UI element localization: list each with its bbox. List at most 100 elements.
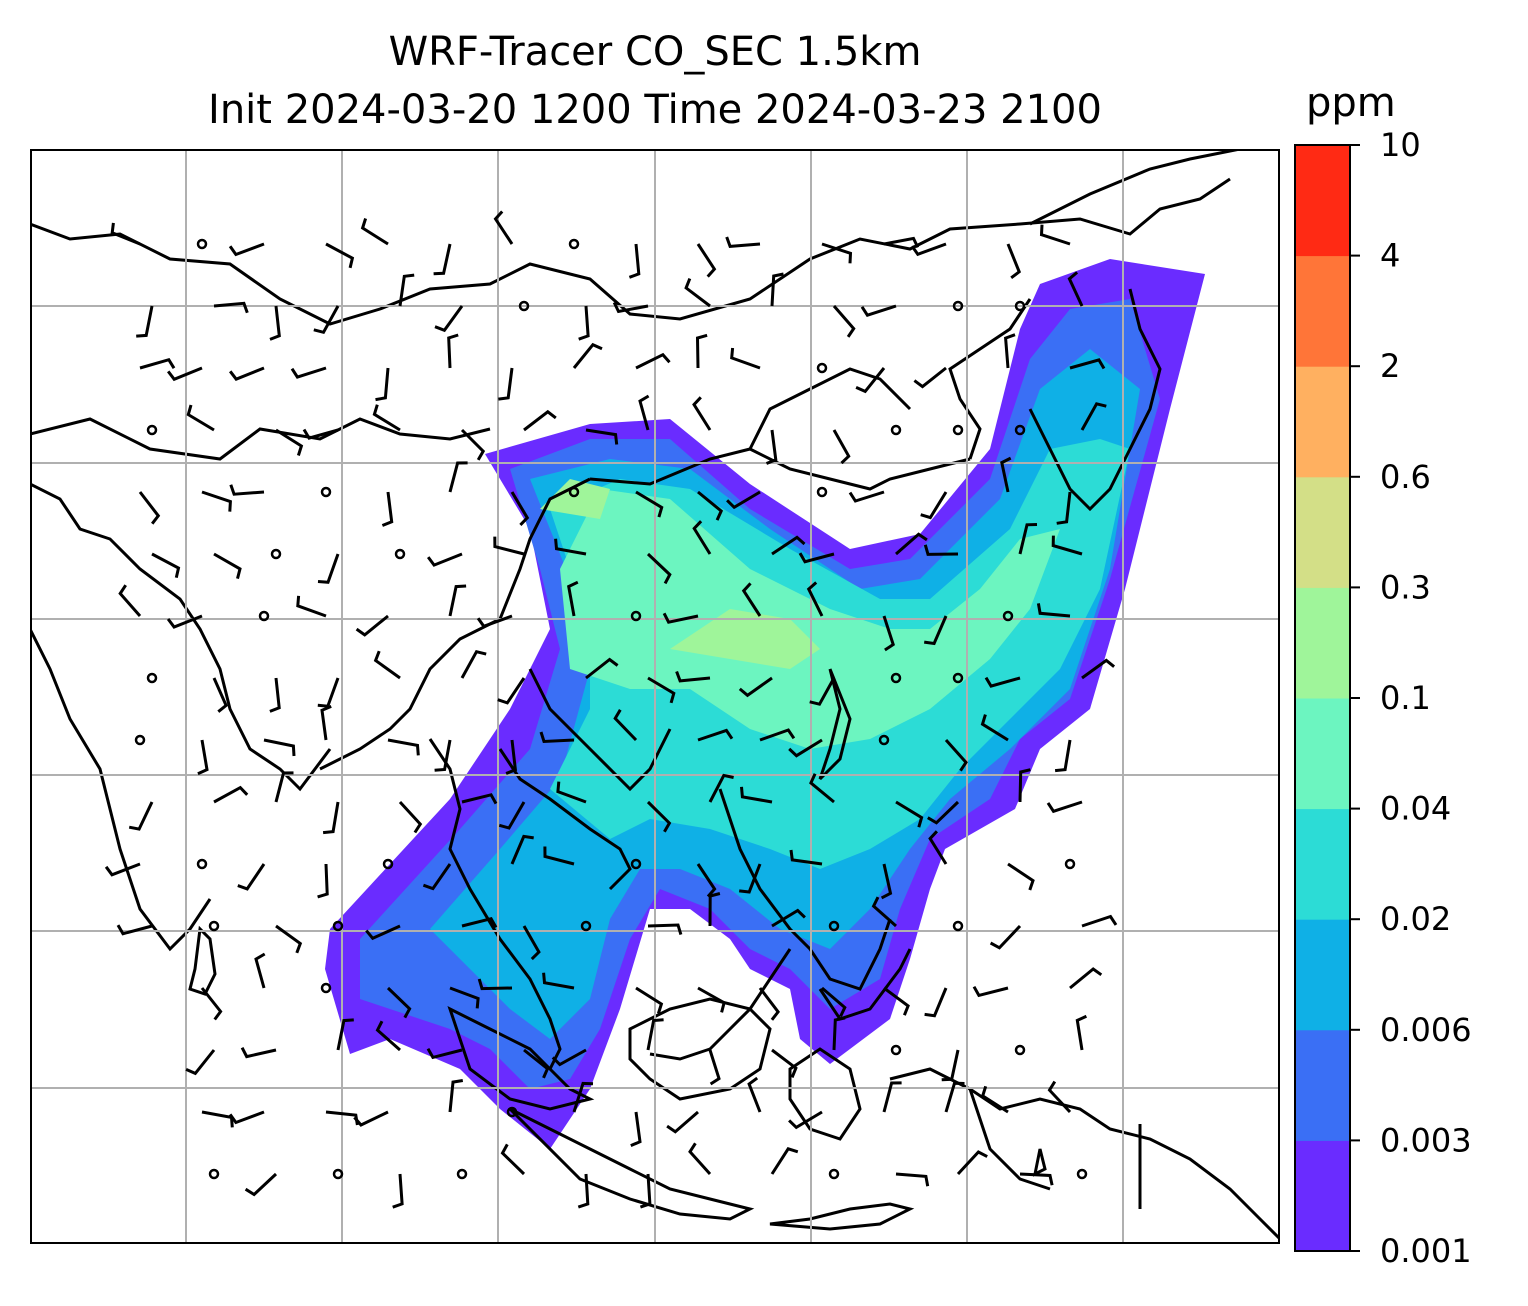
map-panel bbox=[30, 149, 1280, 1244]
wind-barb-calm bbox=[208, 920, 220, 932]
wind-barb-calm bbox=[258, 610, 270, 622]
wind-barb bbox=[522, 925, 541, 961]
wind-barb bbox=[613, 709, 638, 742]
wind-barb bbox=[725, 236, 761, 248]
tracer-shading bbox=[325, 259, 1205, 1149]
wind-barb bbox=[738, 676, 773, 698]
wind-barb bbox=[237, 863, 266, 891]
wind-barb bbox=[136, 305, 154, 338]
wind-barb bbox=[1080, 402, 1107, 431]
wind-barb bbox=[497, 677, 526, 705]
wind-barb bbox=[1069, 358, 1106, 370]
wind-barb bbox=[771, 535, 806, 556]
wind-barb bbox=[228, 1110, 265, 1125]
colorbar-tick-label: 10 bbox=[1380, 130, 1421, 164]
wind-barb bbox=[296, 595, 327, 618]
wind-barb bbox=[461, 793, 498, 805]
wind-barb bbox=[510, 491, 530, 526]
wind-barb bbox=[201, 490, 232, 512]
wind-barb bbox=[572, 342, 603, 369]
wind-barb bbox=[923, 615, 948, 646]
wind-barb bbox=[635, 490, 664, 518]
wind-barb-calm bbox=[1014, 300, 1026, 312]
wind-barb bbox=[708, 773, 734, 803]
gridlines bbox=[30, 149, 1280, 1244]
wind-barb bbox=[556, 781, 587, 804]
wind-barb bbox=[398, 273, 415, 307]
wind-barb bbox=[647, 923, 683, 936]
wind-barb bbox=[116, 924, 153, 936]
wind-barb bbox=[381, 491, 394, 527]
wind-barb bbox=[692, 396, 712, 431]
wind-barb-calm bbox=[816, 486, 828, 498]
colorbar-segment bbox=[1295, 808, 1350, 920]
wind-barb bbox=[883, 236, 920, 249]
wind-barb bbox=[923, 544, 959, 556]
wind-barb bbox=[229, 484, 265, 496]
wind-barb bbox=[290, 366, 327, 379]
wind-barb-calm bbox=[518, 300, 530, 312]
wind-barb bbox=[448, 461, 468, 493]
wind-barb-calm bbox=[630, 858, 642, 870]
wind-barb bbox=[353, 1110, 389, 1127]
wind-barb-calm bbox=[196, 238, 208, 250]
wind-barb bbox=[741, 582, 762, 617]
wind-barb bbox=[539, 731, 575, 744]
wind-barb bbox=[1054, 739, 1072, 773]
wind-barb bbox=[585, 428, 619, 445]
wind-barb bbox=[1019, 1172, 1054, 1186]
wind-barb-calm bbox=[828, 920, 840, 932]
wind-barb bbox=[422, 863, 452, 891]
wind-barb-calm bbox=[382, 858, 394, 870]
wind-barb bbox=[770, 272, 784, 307]
wind-barb bbox=[325, 242, 355, 269]
map-title-line2: Init 2024-03-20 1200 Time 2024-03-23 210… bbox=[208, 87, 1102, 133]
wind-barb bbox=[1046, 800, 1083, 814]
wind-barb bbox=[567, 580, 579, 617]
colorbar-ticks: 0.001 0.003 0.006 0.02 0.04 0.1 0.3 0.6 2 4 10 bbox=[1350, 130, 1472, 1270]
wind-barb-calm bbox=[952, 300, 964, 312]
wind-barb bbox=[505, 739, 518, 775]
wind-barb bbox=[883, 986, 910, 1016]
wind-barb bbox=[433, 243, 452, 276]
wind-barb bbox=[809, 677, 836, 706]
wind-barb bbox=[928, 830, 948, 865]
wind-barb bbox=[821, 986, 847, 1018]
wind-barb bbox=[684, 278, 711, 308]
wind-barb bbox=[635, 352, 671, 370]
wind-barb bbox=[860, 304, 897, 317]
wind-barb bbox=[498, 367, 514, 401]
wind-barb bbox=[375, 367, 390, 402]
wind-barb bbox=[434, 739, 452, 772]
wind-barb-calm bbox=[878, 734, 890, 746]
wind-barb bbox=[739, 863, 762, 894]
wind-barb-calm bbox=[568, 486, 580, 498]
colorbar: 0.001 0.003 0.006 0.02 0.04 0.1 0.3 0.6 2 4 10 bbox=[1294, 130, 1472, 1270]
wind-barb bbox=[708, 1049, 721, 1086]
wind-barb bbox=[275, 924, 303, 954]
colorbar-tick-label: 0.001 bbox=[1380, 1232, 1472, 1270]
wind-barb bbox=[426, 1047, 463, 1060]
colorbar-tick-label: 2 bbox=[1380, 347, 1400, 385]
wind-barb bbox=[895, 800, 924, 828]
wind-barb bbox=[1081, 914, 1118, 928]
wind-barb bbox=[212, 677, 228, 713]
wind-barb bbox=[639, 1173, 652, 1209]
wind-barb bbox=[1039, 224, 1071, 246]
wind-barb-calm bbox=[890, 424, 902, 436]
wind-barb bbox=[185, 1049, 216, 1076]
wind-barb bbox=[167, 366, 203, 382]
wind-barb bbox=[543, 846, 575, 866]
wind-barb bbox=[269, 677, 281, 713]
wind-barb bbox=[895, 532, 928, 556]
wind-barb bbox=[128, 801, 154, 831]
wind-barb bbox=[726, 490, 761, 510]
wind-barb bbox=[448, 584, 467, 617]
wind-barb bbox=[832, 1016, 846, 1051]
wind-barb bbox=[771, 1048, 798, 1078]
wind-barb bbox=[373, 650, 401, 680]
wind-barb bbox=[166, 614, 203, 629]
wind-barb bbox=[944, 739, 968, 772]
colorbar-tick-label: 0.6 bbox=[1380, 458, 1431, 496]
wind-barb bbox=[386, 986, 412, 1019]
